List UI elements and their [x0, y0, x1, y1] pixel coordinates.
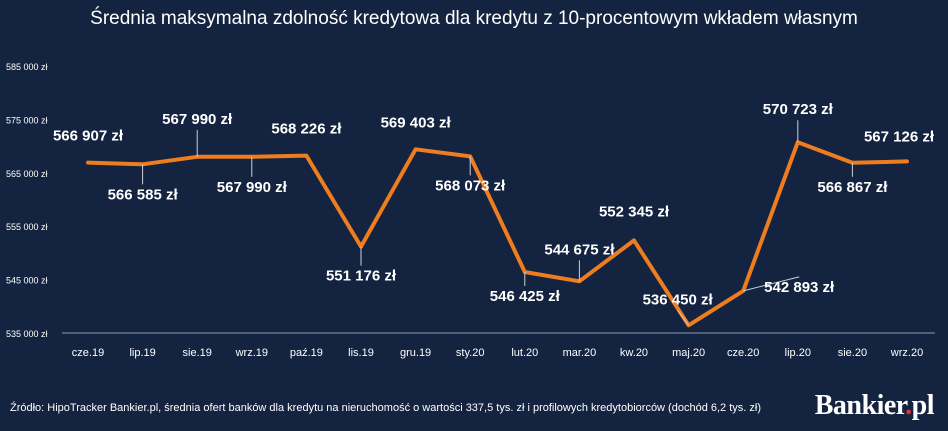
data-label: 569 403 zł	[381, 114, 452, 131]
x-tick-label: mar.20	[563, 347, 597, 359]
data-label: 566 907 zł	[53, 128, 124, 145]
series-line	[86, 140, 909, 328]
label-leader-line	[743, 276, 800, 292]
label-leader-line	[677, 309, 690, 326]
x-tick-label: sty.20	[456, 347, 485, 359]
line-chart: 535 000 zł 545 000 zł 555 000 zł 565 000 zł…	[6, 62, 935, 359]
data-label: 567 126 zł	[864, 128, 935, 145]
data-label: 546 425 zł	[490, 288, 561, 305]
data-label: 566 867 zł	[817, 179, 888, 196]
x-tick-label: maj.20	[672, 347, 705, 359]
x-tick-label: lip.19	[129, 347, 155, 359]
data-label: 567 990 zł	[217, 179, 288, 196]
y-tick-label: 535 000 zł	[6, 329, 48, 339]
x-tick-label: kw.20	[620, 347, 648, 359]
bankier-logo: Bankier.pl	[814, 390, 935, 421]
x-tick-label: cze.19	[72, 347, 104, 359]
y-tick-label: 565 000 zł	[6, 169, 48, 179]
data-label: 551 176 zł	[326, 268, 397, 285]
x-tick-label: wrz.19	[235, 347, 268, 359]
data-label: 570 723 zł	[763, 101, 834, 118]
x-tick-label: sie.19	[183, 347, 212, 359]
data-label: 567 990 zł	[162, 111, 233, 128]
data-label: 566 585 zł	[108, 186, 179, 203]
y-tick-label: 575 000 zł	[6, 115, 48, 125]
data-label: 568 226 zł	[271, 121, 342, 138]
y-tick-label: 585 000 zł	[6, 62, 48, 72]
data-label: 568 073 zł	[435, 177, 506, 194]
x-tick-label: paź.19	[290, 347, 323, 359]
data-label: 544 675 zł	[544, 241, 615, 258]
data-label: 536 450 zł	[643, 291, 714, 308]
x-tick-label: sie.20	[838, 347, 867, 359]
chart-title: Średnia maksymalna zdolność kredytowa dl…	[90, 8, 858, 29]
x-tick-label: wrz.20	[890, 347, 923, 359]
x-tick-label: lis.19	[348, 347, 374, 359]
x-tick-label: lut.20	[511, 347, 538, 359]
y-tick-label: 555 000 zł	[6, 222, 48, 232]
x-tick-label: cze.20	[727, 347, 759, 359]
data-label: 552 345 zł	[599, 203, 670, 220]
data-label: 542 893 zł	[764, 279, 835, 296]
x-tick-label: gru.19	[400, 347, 431, 359]
y-tick-label: 545 000 zł	[6, 276, 48, 286]
source-note: Źródło: HipoTracker Bankier.pl, średnia …	[10, 402, 761, 414]
x-tick-label: lip.20	[785, 347, 811, 359]
